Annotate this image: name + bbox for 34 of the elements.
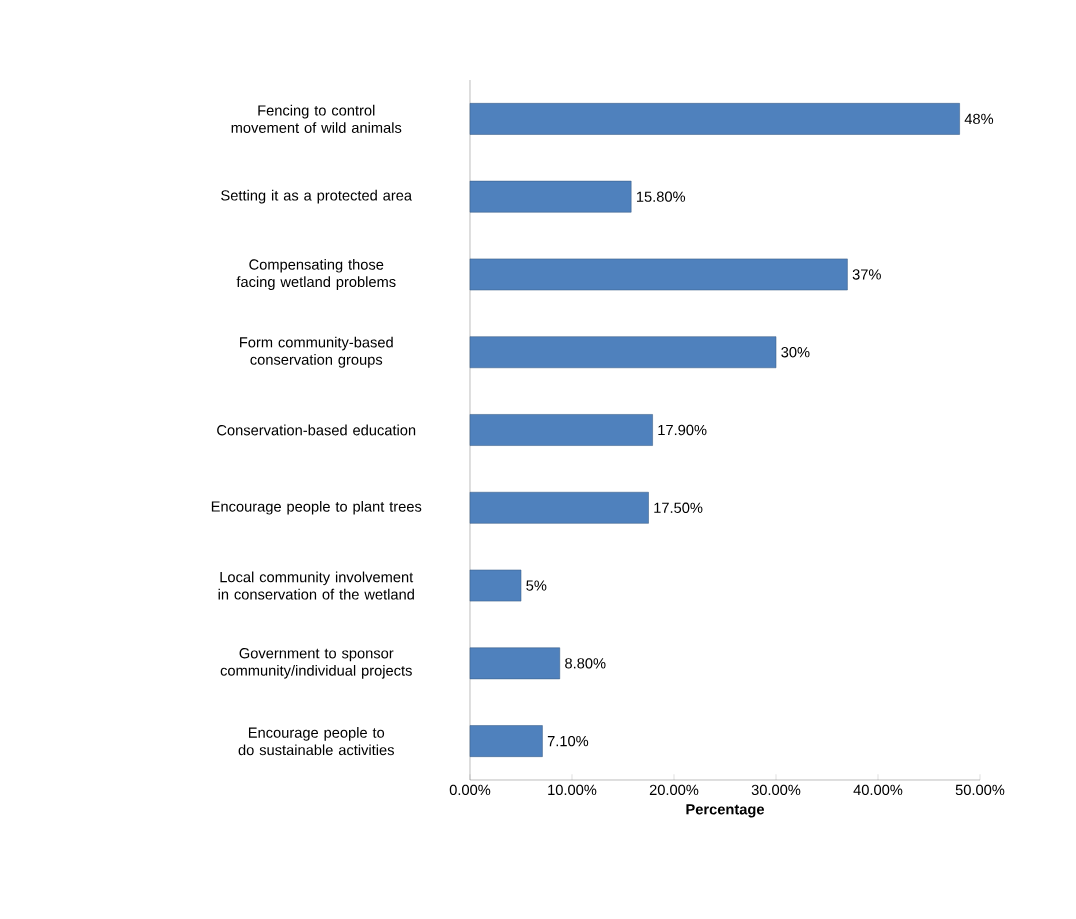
- x-tick-label: 50.00%: [955, 784, 1005, 796]
- x-tick-label: 40.00%: [853, 784, 903, 796]
- bar: [469, 258, 848, 291]
- y-tick-label: Form community-based conservation groups: [240, 336, 393, 368]
- data-label: 48%: [964, 113, 994, 125]
- bar: [469, 725, 543, 758]
- x-tick-label: 20.00%: [649, 784, 699, 796]
- bar: [469, 647, 561, 680]
- y-tick-label: Fencing to control movement of wild animals: [231, 105, 402, 134]
- bar: [469, 181, 632, 213]
- data-label: 5%: [526, 580, 547, 591]
- data-label: 7.10%: [547, 736, 589, 747]
- y-tick-label: Setting it as a protected area: [221, 190, 413, 204]
- bar: [469, 414, 653, 446]
- y-tick-label: Encourage people to do sustainable activities: [238, 727, 394, 756]
- y-tick-label: Encourage people to plant trees: [211, 501, 422, 515]
- y-tick-label: Government to sponsor community/individual projects: [220, 648, 412, 679]
- data-label: 17.50%: [654, 502, 703, 514]
- x-tick-label: 10.00%: [548, 784, 597, 796]
- x-tick-label: 30.00%: [751, 784, 801, 796]
- bar: [469, 103, 960, 135]
- x-tick-label: 0.00%: [449, 784, 491, 796]
- bar: [469, 336, 777, 369]
- bar: [469, 492, 649, 524]
- data-label: 30%: [781, 347, 810, 358]
- data-label: 37%: [852, 269, 881, 280]
- bar: [469, 569, 522, 602]
- data-label: 17.90%: [658, 425, 707, 436]
- data-label: 8.80%: [565, 658, 606, 669]
- y-tick-label: Compensating those facing wetland problems: [236, 259, 396, 291]
- y-tick-label: Conservation-based education: [217, 424, 416, 436]
- data-label: 15.80%: [636, 191, 686, 203]
- y-tick-label: Local community involvement in conservation of the wetland: [218, 571, 414, 600]
- x-axis-title: Percentage: [686, 804, 765, 818]
